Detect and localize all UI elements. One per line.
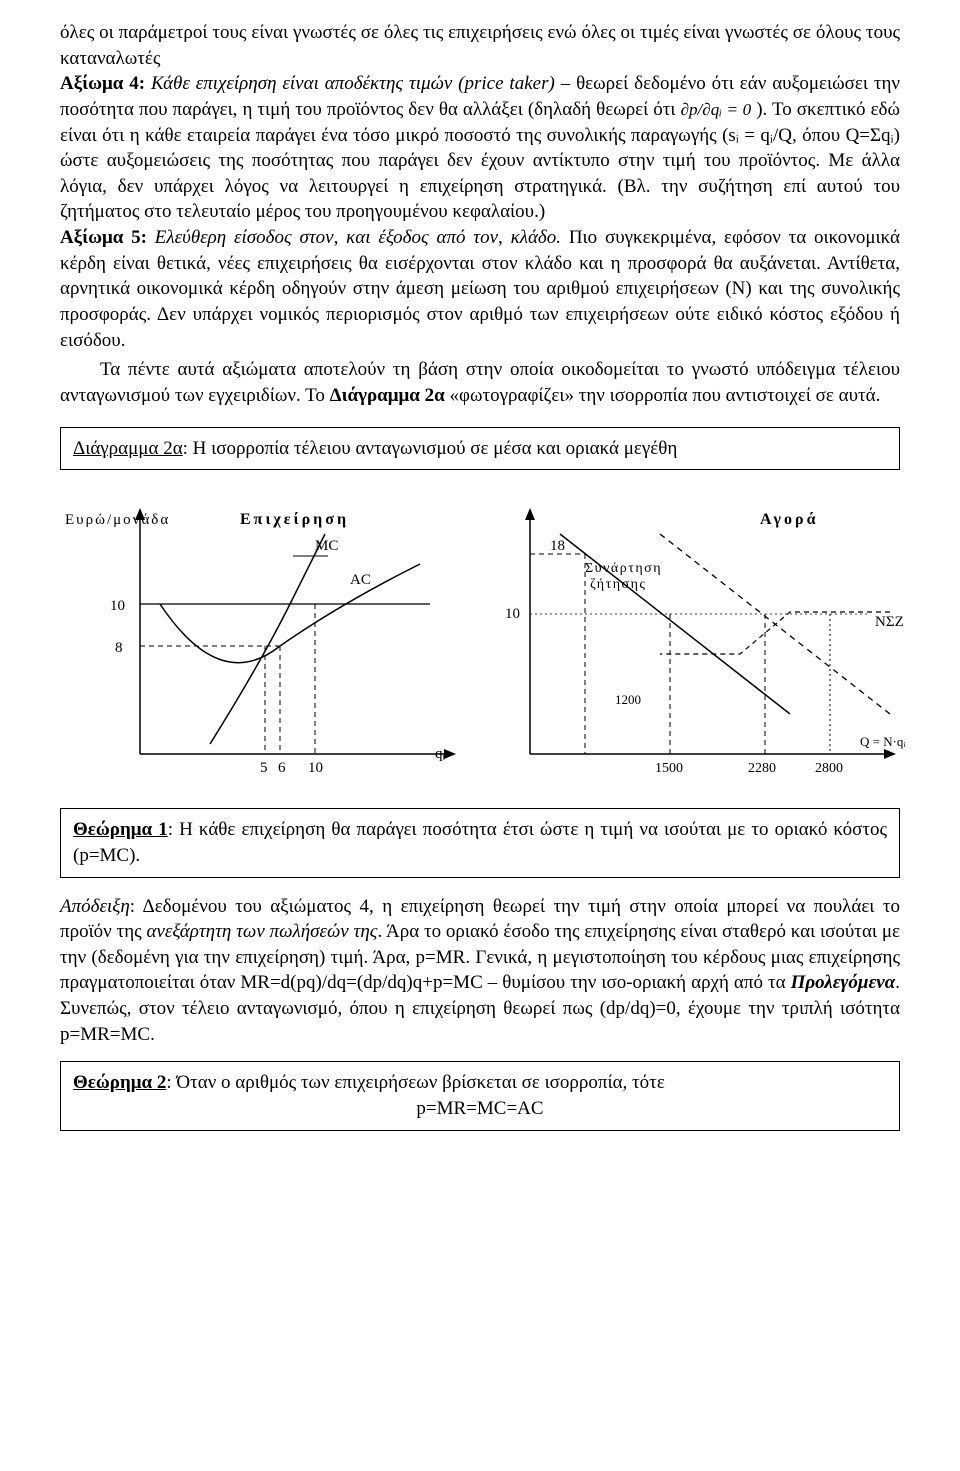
theorem2-box: Θεώρημα 2: Όταν ο αριθμός των επιχειρήσε… [60,1061,900,1130]
xtick-10: 10 [308,760,323,776]
q-label: Q = N·qᵢ [860,734,906,749]
chart-firm-title: Επιχείρηση [240,511,349,528]
diagram-title-rest: : Η ισορροπία τέλειου ανταγωνισμού σε μέ… [183,438,678,459]
ytick-10: 10 [110,598,125,614]
xtick-5: 5 [260,760,268,776]
axiom4-label: Αξίωμα 4: [60,73,145,94]
proof-bold1: Προλεγόμενα [791,972,896,993]
mid-1200: 1200 [615,692,641,707]
theorem1-text: : Η κάθε επιχείρηση θα παράγει ποσότητα … [73,819,887,866]
proof-block: Απόδειξη: Δεδομένου του αξιώματος 4, η ε… [60,894,900,1048]
theorem1-label: Θεώρημα 1 [73,819,168,840]
partial-expression: ∂p/∂qᵢ = 0 [681,100,752,119]
ytick-10-r: 10 [505,606,520,622]
theorem2-text: : Όταν ο αριθμός των επιχειρήσεων βρίσκε… [166,1072,664,1093]
diagram-title-box: Διάγραμμα 2α: Η ισορροπία τέλειου ανταγω… [60,427,900,471]
mc-label: MC [315,538,338,554]
theorem1-box: Θεώρημα 1: Η κάθε επιχείρηση θα παράγει … [60,808,900,877]
ytick-18: 18 [550,538,565,554]
chart-market: Αγορά 18 10 Συνάρτηση ζήτησης ΝΣΖ 1200 [490,494,910,794]
y-axis-label: Ευρώ/μονάδα [65,512,170,528]
demand-label-1: Συνάρτηση [585,561,662,576]
axiom5-label: Αξίωμα 5: [60,227,147,248]
proof-italic1: ανεξάρτητη των πωλήσεών της [147,921,378,942]
xtick-1500: 1500 [655,761,683,776]
paragraph-indented: Τα πέντε αυτά αξιώματα αποτελούν τη βάση… [60,357,900,408]
proof-label: Απόδειξη [60,896,130,917]
chart-market-title: Αγορά [760,511,819,528]
para1-line1: όλες οι παράμετροί τους είναι γνωστές σε… [60,22,900,69]
diagram-title-label: Διάγραμμα 2α [73,438,183,459]
xtick-6: 6 [278,760,286,776]
theorem2-label: Θεώρημα 2 [73,1072,166,1093]
supply-label: ΝΣΖ [875,614,904,630]
ytick-8: 8 [115,640,123,656]
chart-firm: Ευρώ/μονάδα Επιχείρηση 10 8 AC MC 5 6 [60,494,480,794]
paragraph-intro: όλες οι παράμετροί τους είναι γνωστές σε… [60,20,900,353]
x-axis-label-qi: qᵢ [435,746,446,762]
theorem2-equation: p=MR=MC=AC [73,1096,887,1122]
indented-end: «φωτογραφίζει» την ισορροπία που αντιστο… [450,385,881,406]
axiom5-italic: Ελεύθερη είσοδος στον, και έξοδος από το… [155,227,561,248]
xtick-2800: 2800 [815,761,843,776]
axiom4-italic: Κάθε επιχείρηση είναι αποδέκτης τιμών (p… [151,73,555,94]
ac-label: AC [350,572,371,588]
xtick-2280: 2280 [748,761,776,776]
charts-wrapper: Ευρώ/μονάδα Επιχείρηση 10 8 AC MC 5 6 [60,494,900,794]
diagram-ref: Διάγραμμα 2α [330,385,445,406]
demand-label-2: ζήτησης [590,577,646,592]
